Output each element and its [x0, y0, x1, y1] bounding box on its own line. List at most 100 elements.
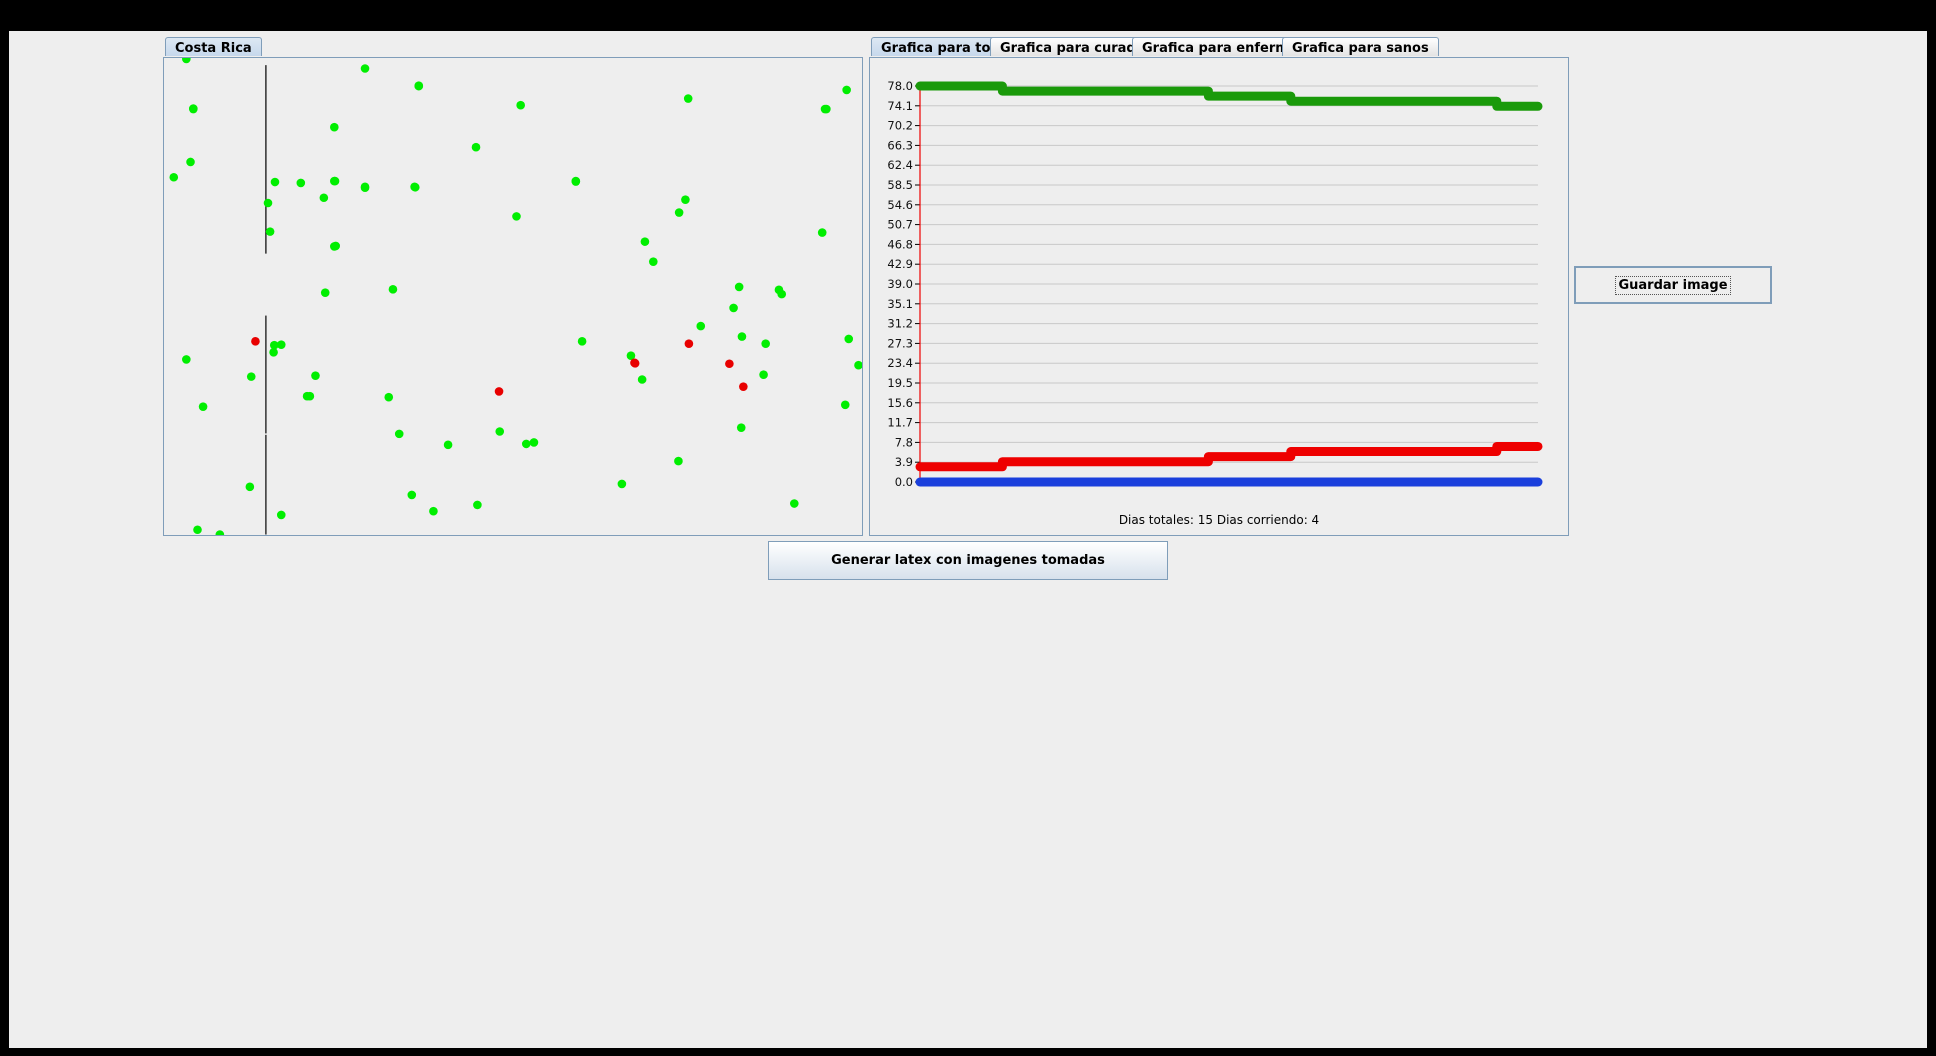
- y-tick-label: 19.5: [887, 376, 913, 390]
- healthy-person-dot: [789, 499, 799, 508]
- y-tick-label: 46.8: [887, 237, 913, 251]
- y-tick-label: 11.7: [887, 416, 913, 430]
- healthy-person-dot: [840, 400, 850, 410]
- healthy-person-dot: [729, 303, 738, 313]
- y-tick-label: 78.0: [887, 79, 913, 93]
- healthy-person-dot: [521, 439, 531, 449]
- healthy-person-dot: [495, 427, 505, 436]
- healthy-person-dot: [648, 257, 658, 266]
- healthy-person-dot: [761, 339, 770, 349]
- y-tick-label: 31.2: [887, 317, 913, 331]
- healthy-person-dot: [407, 490, 417, 500]
- series-line: [915, 441, 1543, 472]
- y-tick-label: 15.6: [887, 396, 913, 410]
- healthy-person-dot: [842, 85, 851, 95]
- y-tick-label: 42.9: [887, 257, 913, 271]
- healthy-person-dot: [169, 172, 179, 182]
- simulation-canvas: [169, 58, 862, 535]
- healthy-person-dot: [696, 321, 706, 331]
- healthy-person-dot: [737, 332, 747, 341]
- sick-person-dot: [251, 337, 260, 346]
- y-tick-label: 58.5: [887, 178, 913, 192]
- healthy-person-dot: [681, 195, 690, 204]
- healthy-person-dot: [245, 482, 255, 492]
- healthy-person-dot: [330, 122, 339, 132]
- healthy-person-dot: [577, 337, 587, 346]
- save-image-label: Guardar image: [1615, 275, 1731, 295]
- healthy-person-dot: [626, 351, 636, 360]
- chart-panel: 0.0 3.9 7.8 11.7 15.6 19.5 23.4 27.3 31.2 35.1 39.…: [869, 57, 1569, 536]
- healthy-person-dot: [269, 348, 278, 357]
- healthy-person-dot: [674, 456, 683, 466]
- healthy-person-dot: [473, 500, 482, 510]
- healthy-person-dot: [276, 510, 286, 520]
- tab-grafica-total[interactable]: Grafica para total: [871, 37, 1020, 56]
- healthy-person-dot: [388, 285, 398, 294]
- healthy-person-dot: [189, 104, 198, 113]
- line-chart: 0.0 3.9 7.8 11.7 15.6 19.5 23.4 27.3 31.2 35.1 39.…: [887, 79, 1543, 489]
- tab-grafica-enfermos[interactable]: Grafica para enfermos: [1132, 37, 1316, 56]
- y-tick-label: 3.9: [895, 455, 913, 469]
- healthy-person-dot: [736, 423, 746, 432]
- healthy-person-dot: [844, 334, 854, 344]
- healthy-person-dot: [331, 241, 341, 251]
- healthy-person-dot: [296, 178, 306, 188]
- healthy-person-dot: [529, 438, 539, 447]
- healthy-person-dot: [276, 340, 286, 349]
- healthy-person-dot: [182, 355, 191, 364]
- healthy-person-dot: [394, 429, 404, 439]
- healthy-person-dot: [320, 288, 330, 297]
- save-image-button[interactable]: Guardar image: [1574, 266, 1772, 304]
- healthy-person-dot: [384, 392, 394, 402]
- healthy-person-dot: [820, 104, 830, 114]
- y-tick-label: 0.0: [895, 475, 913, 489]
- healthy-person-dot: [265, 227, 275, 236]
- healthy-person-dot: [571, 177, 581, 186]
- sick-person-dot: [739, 382, 748, 391]
- healthy-person-dot: [640, 237, 650, 246]
- healthy-person-dot: [215, 530, 225, 535]
- healthy-person-dot: [330, 176, 340, 186]
- y-tick-label: 70.2: [887, 119, 913, 133]
- healthy-person-dot: [182, 58, 191, 64]
- y-tick-label: 74.1: [887, 99, 913, 113]
- app-window: Costa Rica Grafica para total Grafica pa…: [9, 31, 1927, 1048]
- sick-person-dot: [725, 359, 734, 369]
- y-tick-label: 27.3: [887, 336, 913, 350]
- simulation-panel: [163, 57, 863, 536]
- tab-grafica-sanos[interactable]: Grafica para sanos: [1282, 37, 1439, 56]
- healthy-person-dot: [263, 198, 273, 208]
- y-tick-label: 50.7: [887, 218, 913, 232]
- y-tick-label: 35.1: [887, 297, 913, 311]
- sick-person-dot: [630, 358, 640, 368]
- healthy-person-dot: [319, 193, 329, 203]
- healthy-person-dot: [360, 183, 370, 193]
- healthy-person-dot: [429, 506, 438, 516]
- tab-grafica-curados[interactable]: Grafica para curados: [990, 37, 1163, 56]
- healthy-person-dot: [186, 157, 195, 167]
- y-tick-label: 7.8: [895, 435, 913, 449]
- healthy-person-dot: [305, 391, 315, 401]
- generate-latex-label: Generar latex con imagenes tomadas: [831, 553, 1105, 568]
- healthy-person-dot: [512, 212, 521, 221]
- healthy-person-dot: [360, 64, 370, 73]
- y-tick-label: 62.4: [887, 158, 913, 172]
- sick-person-dot: [494, 387, 504, 396]
- healthy-person-dot: [246, 372, 256, 381]
- healthy-person-dot: [410, 182, 420, 192]
- healthy-person-dot: [617, 479, 627, 489]
- healthy-person-dot: [311, 371, 320, 380]
- healthy-person-dot: [854, 360, 862, 370]
- healthy-person-dot: [683, 94, 693, 103]
- healthy-person-dot: [759, 370, 768, 380]
- healthy-person-dot: [414, 81, 424, 90]
- healthy-person-dot: [443, 440, 453, 450]
- healthy-person-dot: [516, 100, 525, 110]
- healthy-person-dot: [471, 142, 481, 152]
- healthy-person-dot: [637, 375, 647, 384]
- days-status: Dias totales: 15 Dias corriendo: 4: [1118, 513, 1320, 527]
- generate-latex-button[interactable]: Generar latex con imagenes tomadas: [768, 541, 1168, 580]
- healthy-person-dot: [734, 282, 744, 292]
- tab-costa-rica[interactable]: Costa Rica: [165, 37, 262, 56]
- healthy-person-dot: [269, 340, 279, 350]
